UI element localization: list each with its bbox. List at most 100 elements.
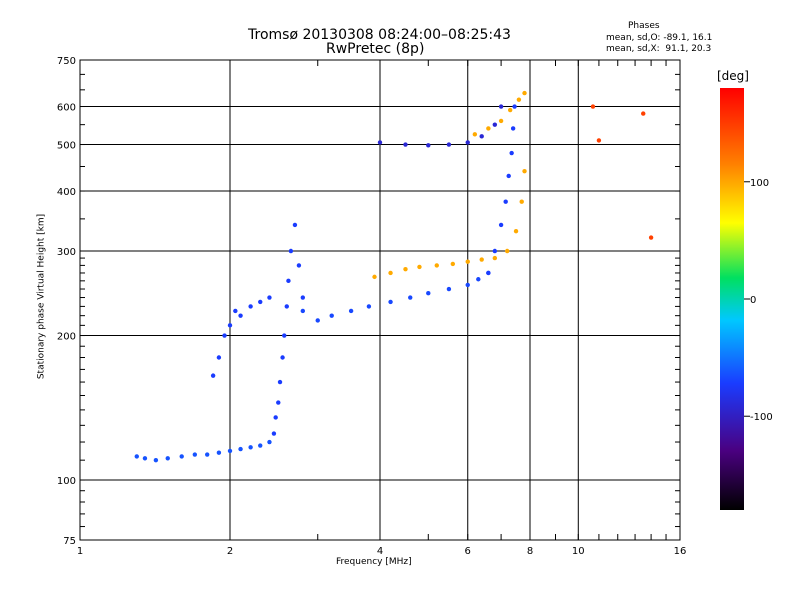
- data-point: [258, 299, 263, 305]
- data-point: [282, 333, 287, 338]
- data-point: [216, 450, 222, 455]
- data-point: [300, 308, 306, 314]
- data-point: [519, 199, 524, 204]
- data-point: [165, 456, 170, 461]
- data-point: [134, 454, 139, 459]
- data-point: [267, 295, 272, 300]
- y-tick-label: 100: [57, 476, 76, 487]
- colorbar-label: [deg]: [717, 69, 749, 83]
- data-point: [450, 261, 456, 267]
- data-point: [486, 126, 491, 131]
- data-point: [472, 132, 478, 137]
- colorbar-ticks: 100 0 -100: [744, 178, 773, 423]
- data-point: [153, 457, 159, 463]
- data-point: [288, 248, 294, 254]
- data-point: [641, 111, 646, 116]
- data-point: [516, 97, 522, 102]
- data-point: [507, 107, 513, 113]
- data-point: [204, 452, 210, 457]
- data-points: [134, 90, 654, 463]
- data-point: [280, 355, 285, 360]
- data-point: [522, 90, 527, 96]
- data-point: [267, 439, 272, 445]
- data-point: [300, 295, 306, 300]
- data-point: [513, 228, 519, 234]
- colorbar-tick-label: 0: [750, 295, 756, 306]
- data-point: [348, 308, 354, 314]
- phase-box-line2: mean, sd,X: 91.1, 20.3: [606, 44, 712, 54]
- data-point: [388, 270, 393, 276]
- chart-title: Tromsø 20130308 08:24:00–08:25:43: [248, 27, 511, 43]
- data-point: [210, 373, 216, 378]
- data-point: [446, 142, 452, 147]
- data-point: [434, 263, 439, 268]
- x-tick-label: 6: [465, 546, 471, 557]
- y-tick-label: 750: [57, 56, 76, 67]
- chart-subtitle: RwPretec (8p): [326, 41, 425, 57]
- x-axis-label: Frequency [MHz]: [336, 557, 412, 567]
- data-point: [648, 235, 654, 240]
- data-point: [227, 448, 233, 454]
- data-point: [238, 313, 243, 318]
- data-point: [227, 323, 233, 328]
- data-point: [492, 255, 498, 261]
- data-point: [258, 443, 263, 448]
- data-point: [465, 259, 470, 264]
- y-tick-label: 600: [57, 103, 76, 114]
- data-point: [296, 263, 302, 268]
- data-point: [388, 299, 393, 305]
- x-tick-label: 1: [77, 546, 83, 557]
- y-tick-labels: 75 100 200 300 400 500 600 750: [57, 56, 76, 547]
- data-point: [509, 150, 514, 156]
- data-point: [504, 248, 510, 254]
- data-point: [476, 277, 481, 282]
- data-point: [372, 274, 377, 280]
- y-tick-label: 200: [57, 332, 76, 343]
- data-point: [408, 295, 413, 300]
- colorbar-tick-label: -100: [750, 412, 773, 423]
- phase-box-line1: mean, sd,O: -89.1, 16.1: [606, 33, 713, 43]
- x-tick-label: 2: [227, 546, 233, 557]
- x-tick-labels: 1 2 4 6 8 10 16: [77, 546, 687, 557]
- colorbar-tick-label: 100: [750, 178, 769, 189]
- data-point: [403, 266, 408, 272]
- data-point: [492, 122, 498, 127]
- data-point: [465, 140, 470, 145]
- data-point: [142, 456, 148, 461]
- y-tick-label: 300: [57, 247, 76, 258]
- data-point: [286, 278, 291, 284]
- x-tick-label: 16: [674, 546, 687, 557]
- data-point: [465, 282, 470, 288]
- y-axis-label: Stationary phase Virtual Height [km]: [36, 213, 47, 380]
- data-point: [329, 313, 334, 318]
- data-point: [503, 199, 508, 204]
- data-point: [192, 452, 198, 457]
- data-point: [498, 222, 504, 228]
- data-point: [506, 173, 511, 179]
- data-point: [248, 445, 253, 450]
- data-point: [248, 304, 253, 309]
- y-tick-label: 400: [57, 187, 76, 198]
- data-point: [479, 257, 484, 262]
- data-point: [417, 264, 422, 270]
- data-point: [479, 134, 484, 139]
- data-point: [403, 142, 408, 147]
- data-point: [366, 304, 372, 309]
- data-point: [590, 104, 596, 109]
- data-point: [486, 270, 491, 276]
- data-point: [522, 168, 527, 174]
- data-point: [271, 431, 277, 436]
- data-point: [276, 400, 281, 405]
- x-tick-label: 8: [527, 546, 533, 557]
- data-point: [596, 138, 602, 143]
- phase-box-title: Phases: [628, 21, 660, 31]
- data-point: [273, 415, 278, 420]
- data-point: [238, 446, 243, 452]
- data-point: [222, 333, 227, 338]
- data-point: [510, 126, 516, 131]
- x-tick-label: 4: [377, 546, 383, 557]
- data-point: [233, 308, 238, 314]
- data-point: [446, 286, 452, 292]
- data-point: [377, 140, 383, 145]
